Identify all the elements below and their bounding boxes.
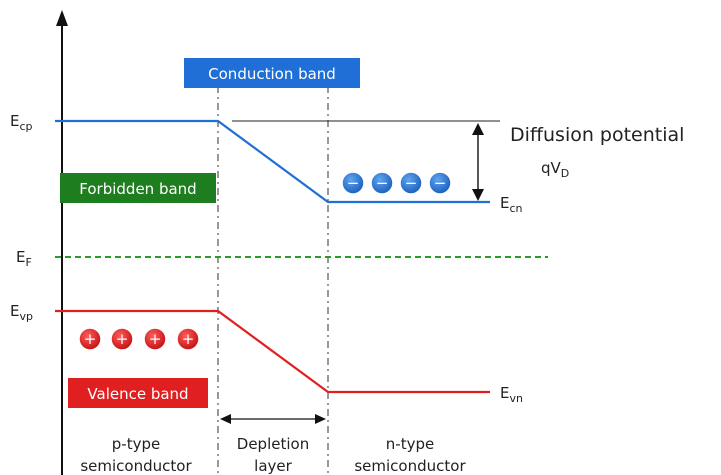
n-region-label-line1: n-type [386, 435, 434, 453]
evp-label: Evp [10, 302, 33, 323]
svg-text:−: − [347, 174, 360, 192]
energy-axis-arrow-icon [56, 10, 68, 26]
svg-text:−: − [434, 174, 447, 192]
electron-icon: − [428, 171, 452, 195]
electron-icon: − [370, 171, 394, 195]
electron-group: − − − − [341, 171, 452, 195]
hole-icon: + [110, 327, 134, 351]
svg-text:−: − [376, 174, 389, 192]
electron-icon: − [399, 171, 423, 195]
ecn-label: Ecn [500, 194, 523, 215]
forbidden-band-label: Forbidden band [79, 180, 196, 198]
svg-text:+: + [182, 330, 195, 348]
conduction-band-box [184, 58, 360, 88]
svg-text:+: + [116, 330, 129, 348]
hole-icon: + [78, 327, 102, 351]
arrow-right-icon [315, 414, 326, 424]
hole-icon: + [176, 327, 200, 351]
conduction-band-label: Conduction band [208, 65, 336, 83]
ecp-label: Ecp [10, 112, 33, 133]
p-region-label-line1: p-type [112, 435, 160, 453]
p-region-label-line2: semiconductor [80, 457, 192, 475]
depletion-label-line2: layer [254, 457, 292, 475]
hole-icon: + [143, 327, 167, 351]
hole-group: + + + + [78, 327, 200, 351]
valence-band-label: Valence band [87, 385, 188, 403]
evn-label: Evn [500, 384, 523, 405]
svg-text:+: + [84, 330, 97, 348]
arrow-up-icon [472, 123, 484, 135]
conduction-band-line [55, 119, 490, 204]
arrow-down-icon [472, 189, 484, 201]
ef-label: EF [16, 248, 32, 269]
diffusion-potential-symbol: qVD [541, 159, 569, 180]
diffusion-potential-title: Diffusion potential [510, 124, 684, 146]
arrow-left-icon [220, 414, 231, 424]
n-region-label-line2: semiconductor [354, 457, 466, 475]
svg-text:−: − [405, 174, 418, 192]
svg-text:+: + [149, 330, 162, 348]
forbidden-band-box [60, 173, 216, 203]
depletion-label-line1: Depletion [237, 435, 309, 453]
valence-band-box [68, 378, 208, 408]
electron-icon: − [341, 171, 365, 195]
valence-band-line [55, 309, 490, 394]
